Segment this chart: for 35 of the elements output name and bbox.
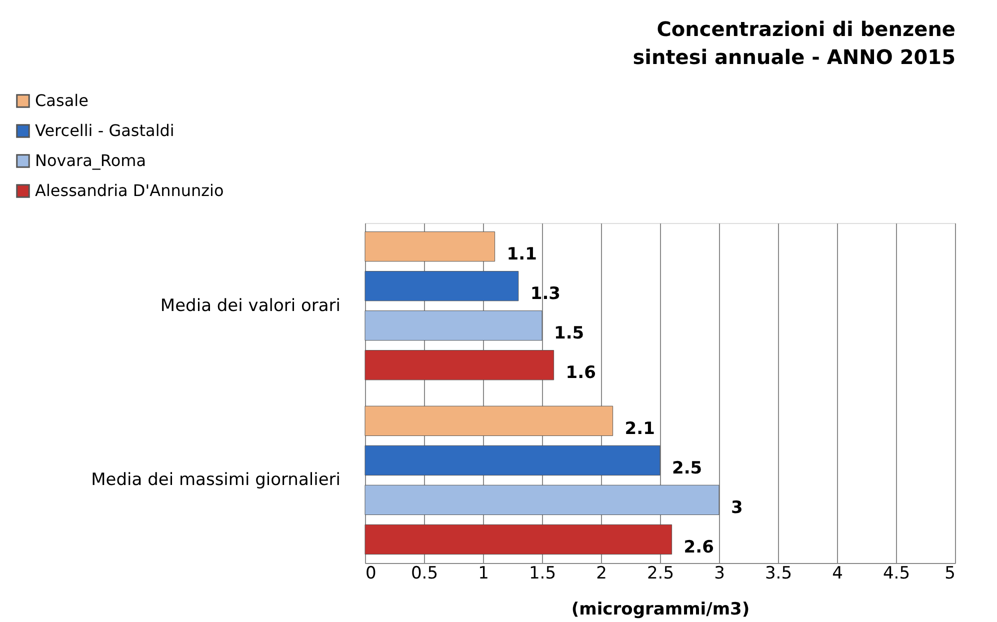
- x-tick-label: 3.5: [764, 564, 792, 584]
- data-label: 1.3: [530, 284, 561, 304]
- x-tick-label: 5: [944, 564, 956, 584]
- data-label: 2.1: [624, 418, 655, 439]
- bar: [364, 484, 720, 516]
- legend-label: Vercelli - Gastaldi: [35, 121, 174, 140]
- bar: [364, 350, 554, 380]
- data-label: 1.5: [554, 324, 584, 344]
- data-label: 2.6: [684, 537, 714, 558]
- x-tick-label: 2: [596, 564, 607, 584]
- bar: [364, 310, 542, 341]
- x-axis-title: (microgrammi/m3): [571, 600, 750, 620]
- x-tick-label: 3: [714, 564, 725, 584]
- bar: [364, 270, 519, 302]
- x-tick-label: 4.5: [882, 564, 910, 584]
- bar: [364, 231, 496, 262]
- x-tick-label: 1: [478, 564, 489, 584]
- data-label: 2.5: [672, 458, 702, 478]
- x-tick-label: 0: [366, 564, 376, 584]
- legend-label: Alessandria D'Annunzio: [35, 181, 224, 200]
- legend-label: Casale: [35, 91, 88, 110]
- y-tick-label: Media dei massimi giornalieri: [91, 470, 340, 490]
- bar: [364, 524, 672, 555]
- y-tick-label: Media dei valori orari: [160, 296, 340, 316]
- x-tick-label: 2.5: [646, 564, 674, 584]
- bar: [364, 445, 660, 476]
- data-label: 3: [731, 498, 743, 518]
- x-tick-label: 0.5: [410, 564, 438, 584]
- bar: [364, 406, 614, 436]
- chart-title: Concentrazioni di benzene sintesi annuale - ANNO 2015: [632, 17, 956, 69]
- legend-label: Novara_Roma: [35, 151, 146, 170]
- x-tick-label: 1.5: [528, 564, 556, 584]
- data-label: 1.6: [566, 363, 596, 384]
- x-tick-label: 4: [832, 564, 843, 584]
- data-label: 1.1: [506, 244, 537, 265]
